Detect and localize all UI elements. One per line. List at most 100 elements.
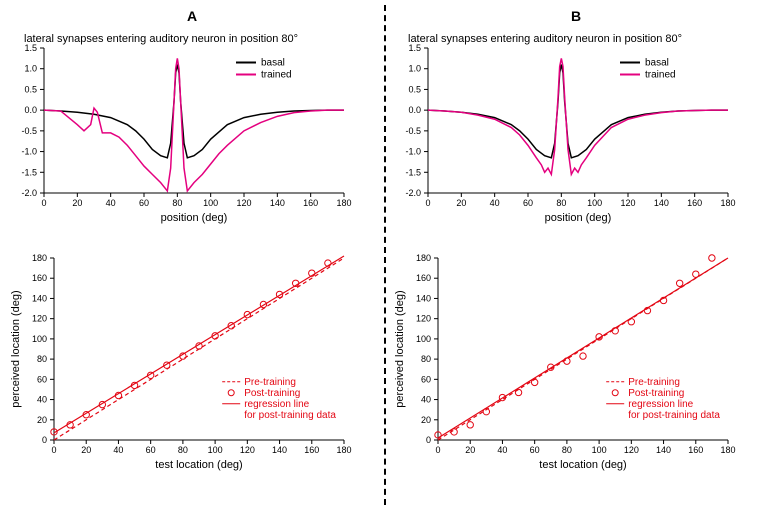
svg-text:40: 40 [113,445,123,455]
bottom-chart-a: 0 20 40 60 80 100 120 140 160 180 0 20 40 60 80 100 120 1… [4,248,380,478]
svg-text:60: 60 [530,445,540,455]
panel-a-label: A [4,8,380,24]
svg-text:100: 100 [208,445,223,455]
svg-text:-0.5: -0.5 [405,126,421,136]
svg-text:0: 0 [425,198,430,208]
svg-text:regression line: regression line [628,399,693,410]
svg-text:160: 160 [304,445,319,455]
svg-text:60: 60 [523,198,533,208]
svg-text:180: 180 [32,253,47,263]
svg-text:60: 60 [146,445,156,455]
svg-text:120: 120 [620,198,635,208]
svg-text:180: 180 [720,445,735,455]
svg-text:100: 100 [416,334,431,344]
svg-text:40: 40 [106,198,116,208]
svg-text:60: 60 [139,198,149,208]
svg-text:position (deg): position (deg) [161,212,228,224]
svg-text:lateral synapses entering audi: lateral synapses entering auditory neuro… [408,33,682,45]
svg-text:-2.0: -2.0 [405,188,421,198]
svg-text:0.0: 0.0 [24,105,37,115]
svg-text:100: 100 [32,334,47,344]
svg-text:120: 120 [416,314,431,324]
svg-text:test location (deg): test location (deg) [155,459,242,471]
svg-text:0: 0 [51,445,56,455]
svg-text:140: 140 [32,293,47,303]
svg-text:Pre-training: Pre-training [244,377,296,388]
svg-text:Post-training: Post-training [244,388,300,399]
svg-text:140: 140 [416,293,431,303]
svg-text:80: 80 [556,198,566,208]
panel-a: A lateral synapses entering auditory neu… [0,0,384,510]
svg-text:-1.5: -1.5 [405,167,421,177]
svg-text:20: 20 [421,415,431,425]
svg-text:60: 60 [37,374,47,384]
panel-b: B lateral synapses entering auditory neu… [384,0,768,510]
svg-text:-0.5: -0.5 [21,126,37,136]
svg-text:1.0: 1.0 [408,64,421,74]
svg-text:regression line: regression line [244,399,309,410]
top-chart-a: lateral synapses entering auditory neuro… [4,28,380,228]
svg-text:40: 40 [490,198,500,208]
top-chart-b: lateral synapses entering auditory neuro… [388,28,764,228]
svg-text:80: 80 [178,445,188,455]
svg-text:0.0: 0.0 [408,105,421,115]
svg-text:trained: trained [261,70,292,81]
svg-text:20: 20 [81,445,91,455]
svg-text:position (deg): position (deg) [545,212,612,224]
svg-text:lateral synapses entering audi: lateral synapses entering auditory neuro… [24,33,298,45]
svg-text:1.5: 1.5 [24,43,37,53]
svg-text:for post-training data: for post-training data [628,410,720,421]
svg-text:test location (deg): test location (deg) [539,459,626,471]
svg-text:0.5: 0.5 [24,84,37,94]
svg-text:180: 180 [416,253,431,263]
svg-text:-2.0: -2.0 [21,188,37,198]
svg-text:0: 0 [435,445,440,455]
svg-text:20: 20 [72,198,82,208]
svg-text:1.5: 1.5 [408,43,421,53]
svg-text:1.0: 1.0 [24,64,37,74]
svg-text:0.5: 0.5 [408,84,421,94]
svg-text:Post-training: Post-training [628,388,684,399]
svg-text:140: 140 [270,198,285,208]
svg-text:40: 40 [421,395,431,405]
svg-text:Pre-training: Pre-training [628,377,680,388]
svg-text:basal: basal [261,58,285,69]
svg-text:80: 80 [562,445,572,455]
svg-text:120: 120 [236,198,251,208]
svg-text:100: 100 [592,445,607,455]
svg-text:160: 160 [416,273,431,283]
svg-text:80: 80 [421,354,431,364]
svg-text:20: 20 [465,445,475,455]
svg-text:160: 160 [303,198,318,208]
svg-text:180: 180 [336,198,351,208]
svg-text:for post-training data: for post-training data [244,410,336,421]
svg-text:20: 20 [456,198,466,208]
svg-text:160: 160 [688,445,703,455]
bottom-chart-b: 0 20 40 60 80 100 120 140 160 180 0 20 40 60 80 100 120 1… [388,248,764,478]
panel-divider [384,5,386,505]
svg-text:0: 0 [42,435,47,445]
svg-text:140: 140 [272,445,287,455]
svg-text:140: 140 [656,445,671,455]
svg-text:60: 60 [421,374,431,384]
svg-text:160: 160 [32,273,47,283]
svg-text:-1.0: -1.0 [21,147,37,157]
svg-text:40: 40 [37,395,47,405]
svg-text:basal: basal [645,58,669,69]
svg-text:120: 120 [32,314,47,324]
svg-text:120: 120 [240,445,255,455]
svg-text:0: 0 [426,435,431,445]
svg-text:100: 100 [203,198,218,208]
svg-text:trained: trained [645,70,676,81]
svg-text:0: 0 [41,198,46,208]
svg-text:80: 80 [37,354,47,364]
svg-text:180: 180 [336,445,351,455]
svg-text:-1.0: -1.0 [405,147,421,157]
svg-text:120: 120 [624,445,639,455]
svg-text:160: 160 [687,198,702,208]
svg-text:20: 20 [37,415,47,425]
svg-text:180: 180 [720,198,735,208]
panel-b-label: B [388,8,764,24]
svg-text:40: 40 [497,445,507,455]
svg-text:perceived location (deg): perceived location (deg) [10,290,22,407]
